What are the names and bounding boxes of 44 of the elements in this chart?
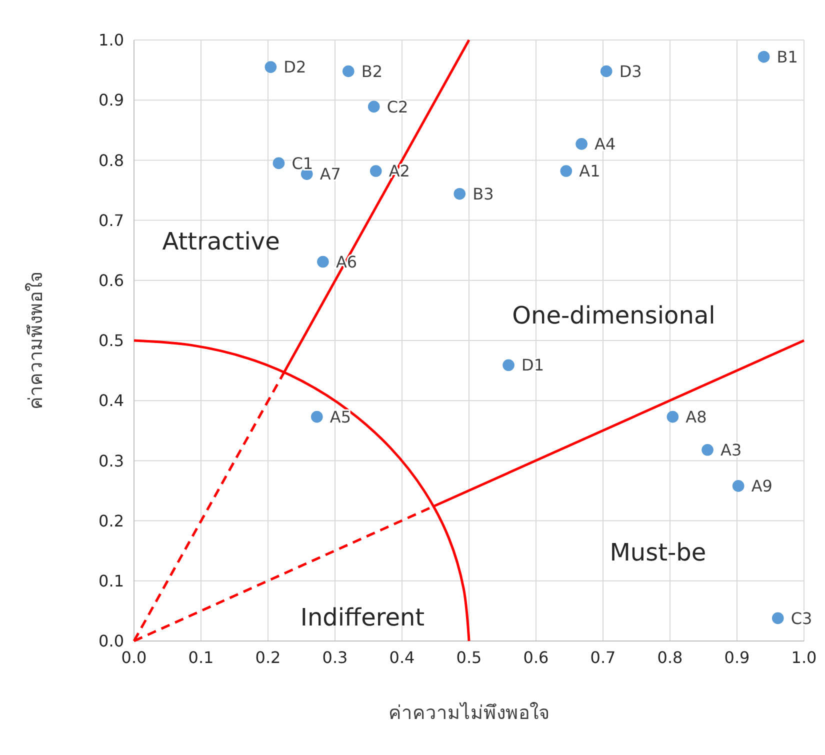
y-tick-label: 0.4 — [98, 391, 124, 410]
data-label: A3 — [720, 440, 742, 460]
annotation: Indifferent — [300, 603, 425, 632]
data-label: A8 — [686, 407, 707, 426]
x-tick-label: 1.0 — [791, 648, 817, 667]
data-label: C2 — [386, 97, 408, 116]
x-tick-label: 0.5 — [456, 648, 482, 667]
x-tick-label: 0.9 — [724, 648, 750, 667]
data-label: B3 — [472, 184, 494, 204]
data-label: C1 — [292, 154, 314, 173]
y-tick-label: 0.5 — [98, 331, 124, 350]
x-tick-label: 0.7 — [590, 648, 616, 667]
x-tick-label: 0.3 — [322, 648, 348, 667]
x-tick-label: 0.6 — [523, 648, 549, 667]
annotation: Attractive — [162, 228, 280, 256]
data-label: A1 — [579, 162, 600, 181]
y-tick-label: 0.7 — [98, 210, 124, 230]
data-label: A9 — [751, 476, 772, 496]
data-label: A7 — [320, 164, 341, 184]
x-tick-label: 0.0 — [121, 648, 147, 667]
x-tick-label: 0.2 — [255, 648, 281, 667]
y-tick-label: 0.8 — [98, 150, 124, 170]
data-label: A5 — [330, 407, 352, 426]
annotation: One-dimensional — [512, 302, 716, 330]
y-tick-label: 0.3 — [98, 451, 124, 470]
data-label: A4 — [594, 134, 616, 154]
x-tick-label: 0.1 — [188, 648, 214, 667]
annotation: Must-be — [610, 538, 706, 566]
data-label: B1 — [776, 47, 798, 66]
y-axis-title: ค่าความพึงพอใจ — [25, 272, 47, 410]
data-label: C3 — [790, 608, 812, 628]
y-tick-label: 0.9 — [98, 90, 124, 110]
y-tick-label: 0.1 — [98, 572, 124, 590]
x-tick-label: 0.4 — [389, 648, 415, 667]
data-label: D3 — [619, 62, 642, 81]
data-label: D1 — [522, 356, 544, 375]
data-label: B2 — [361, 62, 383, 81]
y-tick-label: 0.6 — [98, 271, 124, 290]
y-tick-label: 0.0 — [98, 632, 124, 651]
x-tick-label: 0.8 — [657, 648, 683, 667]
x-axis-title: ค่าความไม่พึงพอใจ — [388, 702, 550, 724]
y-tick-label: 1.0 — [98, 30, 124, 50]
data-label: D2 — [284, 58, 306, 77]
y-tick-label: 0.2 — [98, 511, 124, 530]
